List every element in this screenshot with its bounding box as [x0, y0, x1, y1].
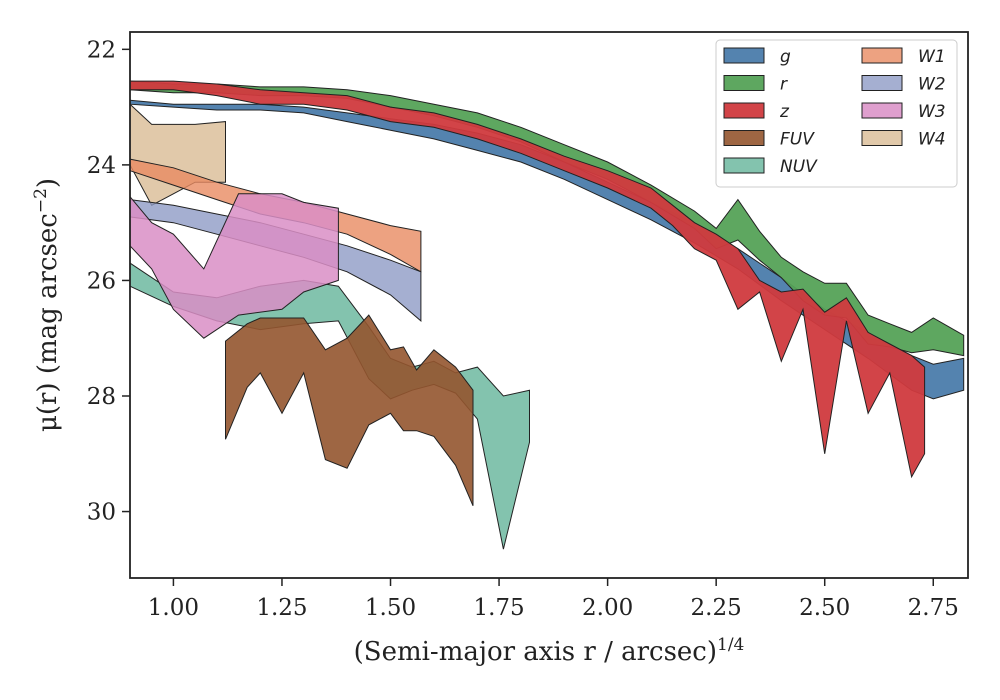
x-tick-label: 1.75 — [473, 595, 524, 621]
legend: grz FUV NUV W1 W2 W3 W4 — [715, 39, 958, 188]
legend-label-fuv: FUV — [780, 130, 815, 150]
band-fuv — [225, 314, 474, 506]
legend-label-w4: W4 — [918, 130, 946, 150]
x-tick-label: 2.50 — [799, 595, 850, 621]
legend-swatch-fuv — [723, 130, 765, 146]
x-tick-label: 2.75 — [908, 595, 959, 621]
x-axis-title: (Semi-major axis r / arcsec)1/4 — [354, 635, 745, 667]
legend-label-nuv: NUV — [780, 157, 818, 177]
legend-swatch-w3 — [861, 102, 903, 119]
legend-label-g: g — [780, 47, 791, 67]
legend-swatch-w1 — [861, 47, 903, 64]
legend-swatch-r — [723, 75, 765, 91]
y-tick-label: 28 — [87, 384, 116, 410]
band-layer — [129, 80, 965, 550]
plot-frame — [129, 31, 969, 579]
legend-label-w3: W3 — [918, 102, 946, 122]
y-axis: 22 24 26 28 30 — [87, 37, 130, 526]
legend-swatch-g — [723, 47, 765, 64]
legend-swatch-w2 — [861, 75, 903, 91]
x-tick-label: 2.00 — [582, 595, 633, 621]
legend-label-w1: W1 — [918, 47, 946, 67]
y-tick-label: 22 — [87, 37, 116, 63]
x-tick-label: 1.25 — [256, 595, 307, 621]
legend-swatch-z — [723, 102, 765, 119]
legend-label-r: r — [780, 75, 788, 95]
legend-label-z: z — [779, 102, 790, 122]
band-z — [129, 80, 926, 479]
x-tick-label: 2.25 — [691, 595, 742, 621]
legend-swatch-w4 — [861, 130, 903, 146]
legend-swatch-nuv — [723, 157, 765, 174]
y-tick-label: 26 — [87, 268, 116, 294]
y-tick-label: 24 — [87, 153, 116, 179]
y-axis-title: μ(r) (mag arcsec−2) — [31, 178, 63, 432]
y-tick-label: 30 — [87, 500, 116, 526]
x-tick-label: 1.50 — [365, 595, 416, 621]
band-w3 — [129, 193, 339, 339]
legend-label-w2: W2 — [918, 75, 946, 95]
x-axis: 1.00 1.25 1.50 1.75 2.00 2.25 2.50 2.75 — [148, 578, 959, 621]
x-tick-label: 1.00 — [148, 595, 199, 621]
